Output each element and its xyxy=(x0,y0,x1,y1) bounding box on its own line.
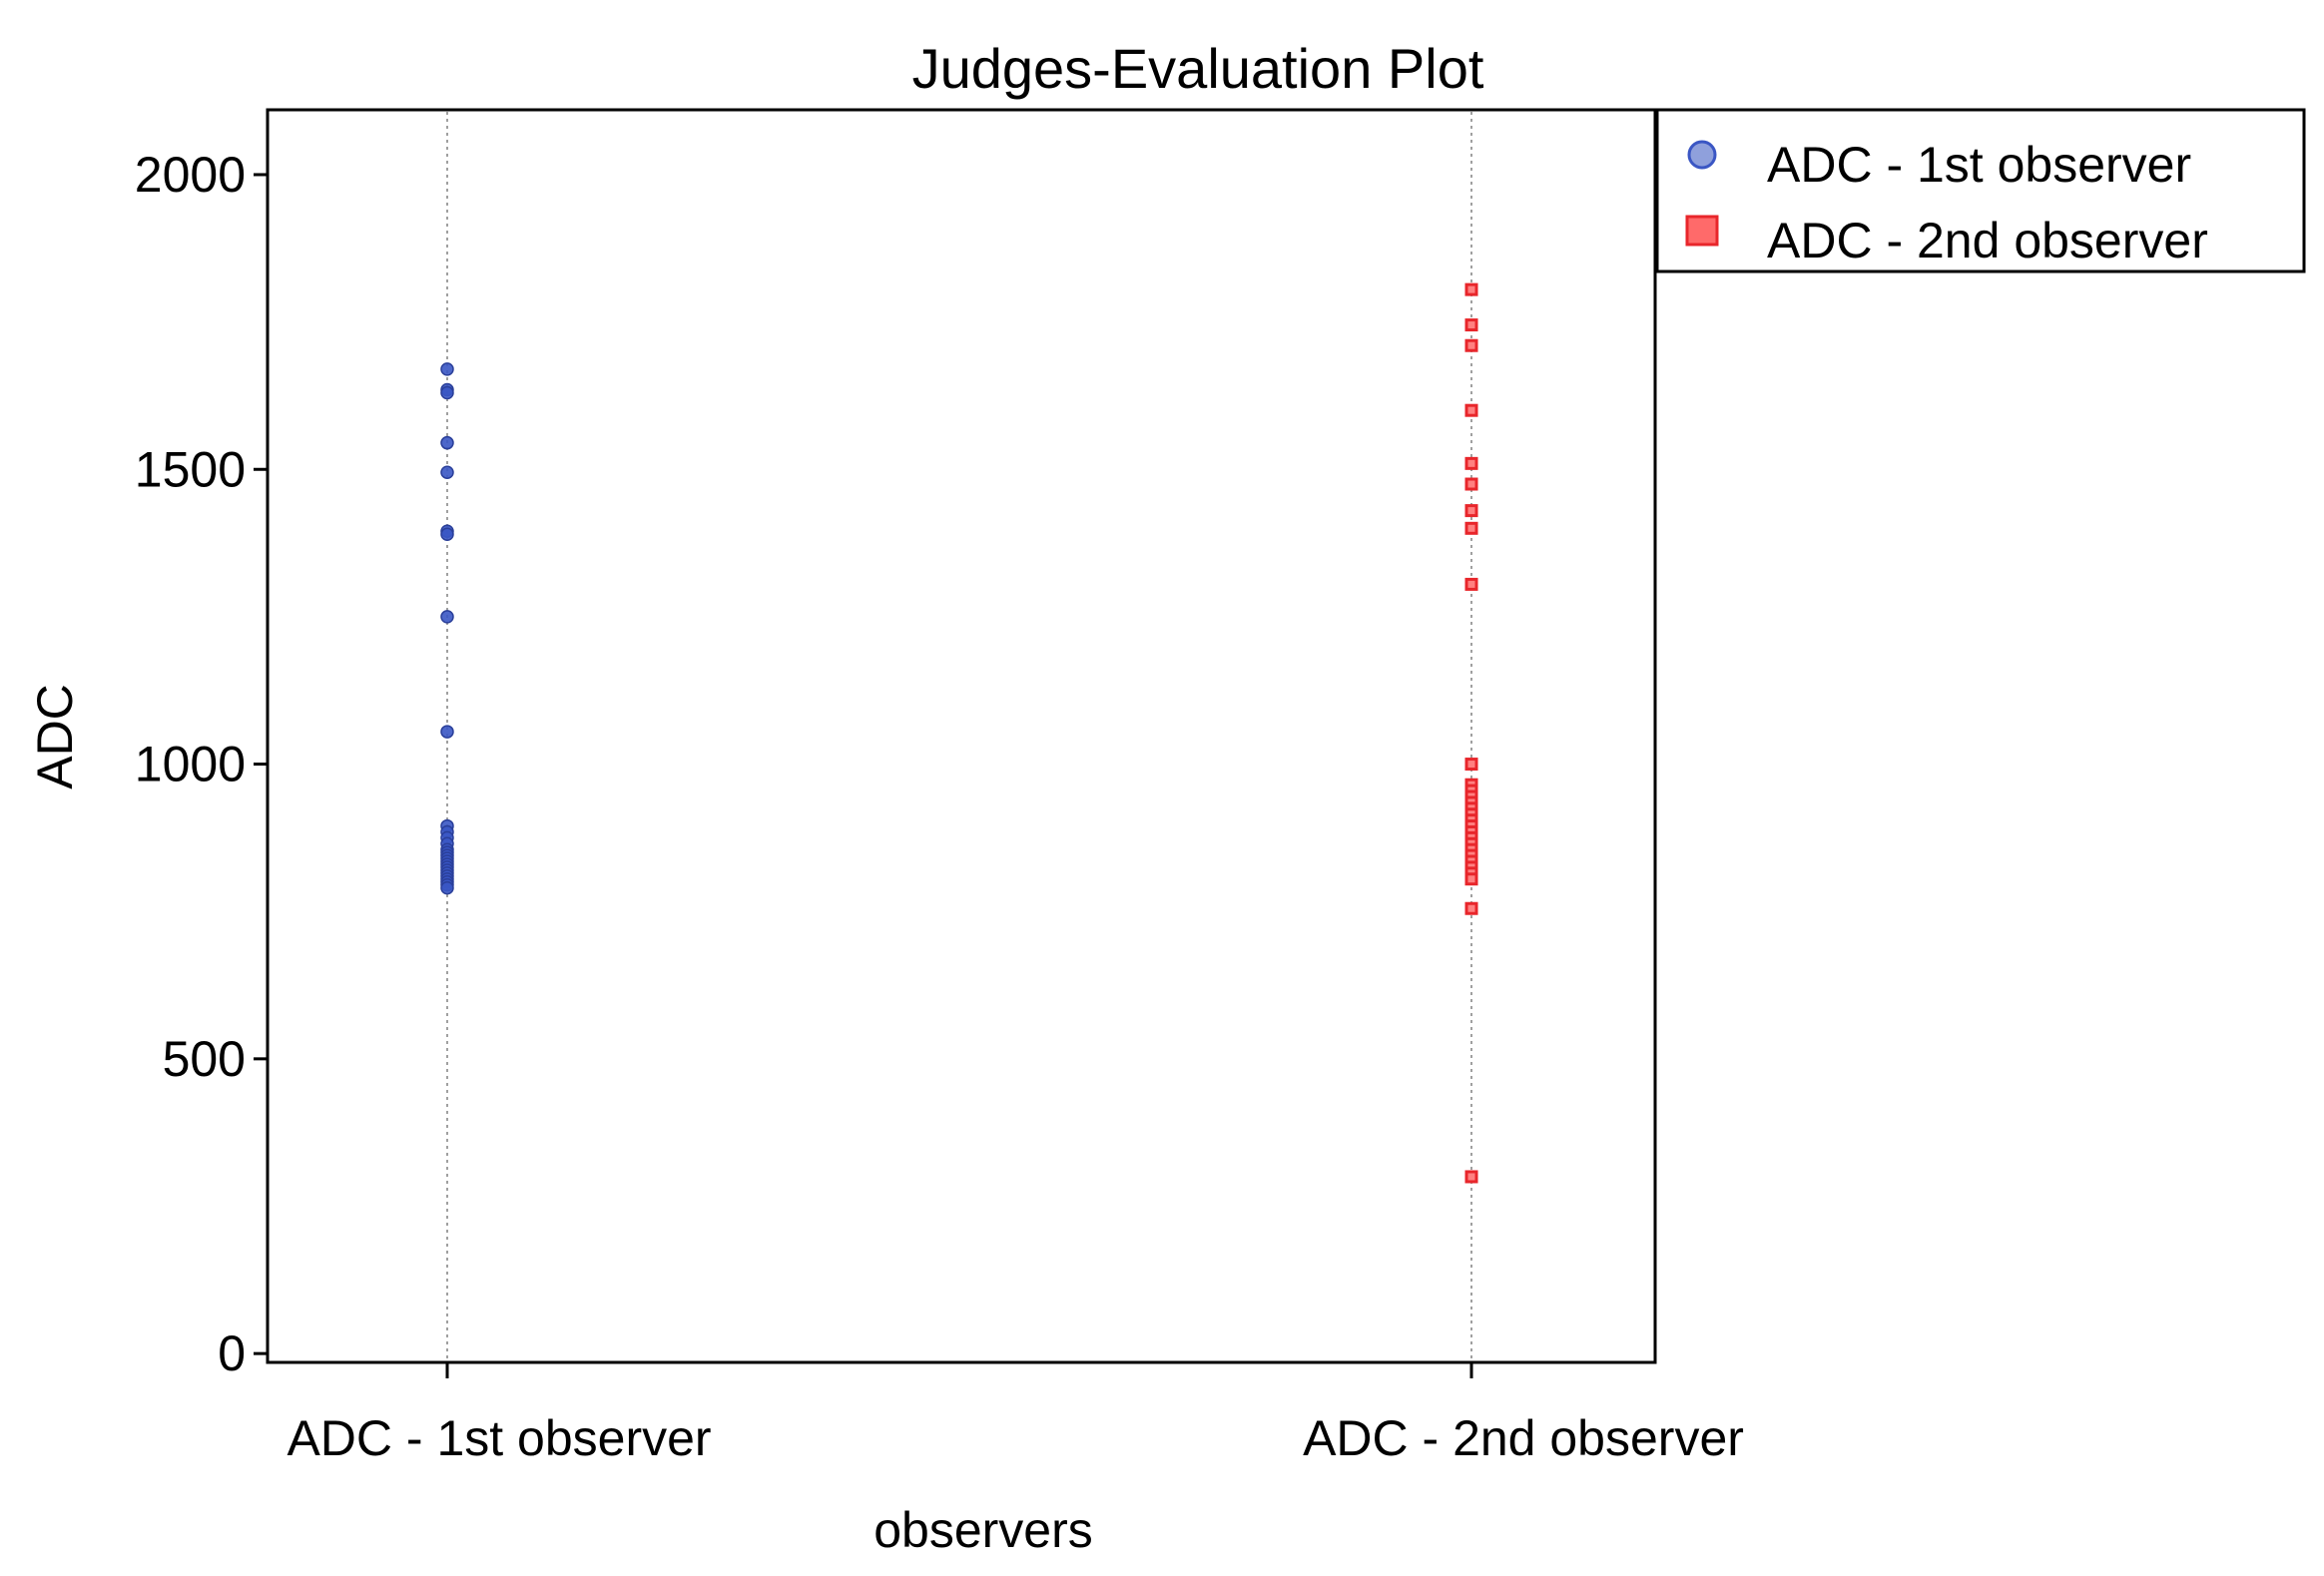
point-s1-7 xyxy=(440,527,454,541)
point-s2-27 xyxy=(1464,872,1478,886)
x-axis: ADC - 1st observer ADC - 2nd observer xyxy=(287,1362,1744,1466)
y-axis: 0 500 1000 1500 2000 xyxy=(135,147,268,1381)
y-tick-label-0: 0 xyxy=(218,1325,246,1381)
y-tick-label-1000: 1000 xyxy=(135,737,246,792)
data-points xyxy=(440,282,1478,1184)
point-s2-5 xyxy=(1464,456,1478,470)
point-s1-27 xyxy=(440,880,454,895)
legend-marker-1 xyxy=(1687,140,1717,170)
plot-area xyxy=(266,108,1657,1364)
y-tick-label-1500: 1500 xyxy=(135,441,246,497)
point-s2-10 xyxy=(1464,758,1478,772)
point-s1-1 xyxy=(440,362,454,376)
y-axis-label: ADC xyxy=(27,684,83,789)
x-tick-label-1: ADC - 1st observer xyxy=(287,1410,711,1466)
legend-marker-2 xyxy=(1685,215,1719,247)
x-tick-label-2: ADC - 2nd observer xyxy=(1303,1410,1744,1466)
point-s2-9 xyxy=(1464,577,1478,591)
legend-label-2: ADC - 2nd observer xyxy=(1767,213,2208,268)
legend-box xyxy=(1655,108,2306,273)
point-s1-3 xyxy=(440,385,454,400)
point-s1-4 xyxy=(440,435,454,450)
point-s2-4 xyxy=(1464,403,1478,417)
point-s2-7 xyxy=(1464,504,1478,518)
point-s2-6 xyxy=(1464,477,1478,491)
point-s2-8 xyxy=(1464,521,1478,535)
point-s1-5 xyxy=(440,465,454,479)
legend: ADC - 1st observer ADC - 2nd observer xyxy=(1655,108,2306,273)
point-s2-3 xyxy=(1464,338,1478,352)
point-s1-9 xyxy=(440,725,454,739)
x-axis-label: observers xyxy=(873,1502,1093,1558)
y-tick-label-2000: 2000 xyxy=(135,147,246,203)
point-s2-2 xyxy=(1464,318,1478,332)
point-s2-1 xyxy=(1464,282,1478,296)
chart-title: Judges-Evaluation Plot xyxy=(912,37,1484,100)
point-s2-29 xyxy=(1464,1170,1478,1184)
point-s1-8 xyxy=(440,610,454,624)
y-tick-label-500: 500 xyxy=(163,1031,246,1087)
point-s2-28 xyxy=(1464,901,1478,915)
legend-label-1: ADC - 1st observer xyxy=(1767,137,2191,193)
